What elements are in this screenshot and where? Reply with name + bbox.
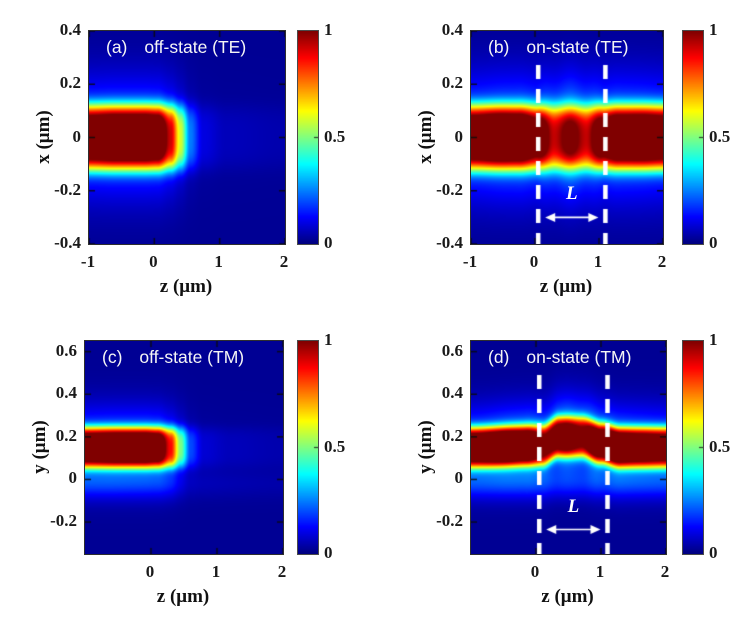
colorbar-tick-label: 0 <box>709 543 718 562</box>
colorbar-tick-label: 0 <box>324 543 333 562</box>
y-tick-label: 0.2 <box>55 425 77 445</box>
x-axis-label-d: z (μm) <box>541 586 594 607</box>
y-tick-label: 0 <box>454 468 464 488</box>
heatmap-canvas-d <box>471 341 666 554</box>
colorbar-d <box>682 340 704 555</box>
panel-b-label: (b) <box>488 37 510 57</box>
colorbar-tick-label: 0 <box>709 233 718 252</box>
heatmap-plot-a: (a) off-state (TE) <box>88 30 286 245</box>
panel-d-header: (d) on-state (TM) <box>488 347 631 368</box>
y-tick-label: 0.4 <box>441 20 463 39</box>
x-tick-label: 0 <box>530 562 540 581</box>
colorbar-tick-label: 1 <box>709 330 718 349</box>
x-tick-label: 1 <box>211 562 221 581</box>
x-tick-label: 1 <box>595 562 605 581</box>
colorbar-c <box>297 340 319 555</box>
heatmap-canvas-c <box>85 341 283 554</box>
length-label-b: L <box>565 183 578 205</box>
y-tick-label: 0.6 <box>55 340 77 360</box>
x-tick-label: 2 <box>279 252 289 271</box>
x-tick-label: 0 <box>149 252 158 271</box>
x-tick-label: 2 <box>660 562 670 581</box>
colorbar-tick-label: 0.5 <box>324 436 346 456</box>
colorbar-tick-label: 0.5 <box>709 126 731 146</box>
y-tick-label: -0.2 <box>436 511 463 531</box>
heatmap-canvas-a <box>89 31 285 244</box>
colorbar-tick-label: 1 <box>709 20 718 39</box>
x-tick-label: 0 <box>529 252 539 271</box>
panel-c-title: off-state (TM) <box>139 347 245 367</box>
x-tick-label: -1 <box>80 252 96 271</box>
y-tick-label: -0.2 <box>50 511 77 531</box>
panel-c-label: (c) <box>102 347 123 367</box>
heatmap-plot-c: (c) off-state (TM) <box>84 340 284 555</box>
y-tick-label: 0.4 <box>55 383 77 403</box>
x-tick-label: 2 <box>657 252 667 271</box>
panel-d-label: (d) <box>488 347 510 367</box>
heatmap-plot-d: (d) on-state (TM) L <box>470 340 667 555</box>
heatmap-canvas-b <box>471 31 663 244</box>
y-tick-label: 0.2 <box>441 73 463 93</box>
heatmap-plot-b: (b) on-state (TE) L <box>470 30 664 245</box>
y-tick-label: 0.2 <box>59 73 81 93</box>
x-tick-label: 1 <box>593 252 603 271</box>
colorbar-tick-label: 0 <box>324 233 333 252</box>
panel-a-label: (a) <box>106 37 128 57</box>
length-label-d: L <box>567 495 580 517</box>
y-tick-label: -0.4 <box>436 233 463 252</box>
x-axis-label-a: z (μm) <box>159 276 213 297</box>
colorbar-tick-label: 0.5 <box>709 436 731 456</box>
x-tick-label: 0 <box>145 562 155 581</box>
y-tick-label: 0.2 <box>441 425 463 445</box>
colorbar-a <box>297 30 319 245</box>
y-tick-label: 0 <box>68 468 78 488</box>
y-tick-label: -0.2 <box>436 179 463 199</box>
y-axis-label-a: x (μm) <box>33 109 54 164</box>
y-tick-label: 0.4 <box>441 383 463 403</box>
colorbar-b <box>682 30 704 245</box>
y-tick-label: 0 <box>454 126 464 146</box>
x-tick-label: -1 <box>462 252 478 271</box>
y-axis-label-c: y (μm) <box>29 419 50 474</box>
y-axis-label-d: y (μm) <box>415 419 436 474</box>
y-tick-label: 0.4 <box>59 20 81 39</box>
y-tick-label: -0.4 <box>54 233 81 252</box>
y-axis-label-b: x (μm) <box>415 109 436 164</box>
x-tick-label: 1 <box>214 252 223 271</box>
x-tick-label: 2 <box>277 562 287 581</box>
colorbar-tick-label: 0.5 <box>324 126 346 146</box>
y-tick-label: 0 <box>72 126 82 146</box>
panel-a-title: off-state (TE) <box>144 37 247 57</box>
panel-b-header: (b) on-state (TE) <box>488 37 629 58</box>
panel-c-header: (c) off-state (TM) <box>102 347 244 368</box>
colorbar-tick-label: 1 <box>324 330 333 349</box>
panel-b-title: on-state (TE) <box>526 37 629 57</box>
y-tick-label: 0.6 <box>441 340 463 360</box>
x-axis-label-b: z (μm) <box>539 276 593 297</box>
panel-a-header: (a) off-state (TE) <box>106 37 246 58</box>
colorbar-tick-label: 1 <box>324 20 333 39</box>
x-axis-label-c: z (μm) <box>156 586 210 607</box>
y-tick-label: -0.2 <box>54 179 81 199</box>
panel-d-title: on-state (TM) <box>526 347 632 367</box>
